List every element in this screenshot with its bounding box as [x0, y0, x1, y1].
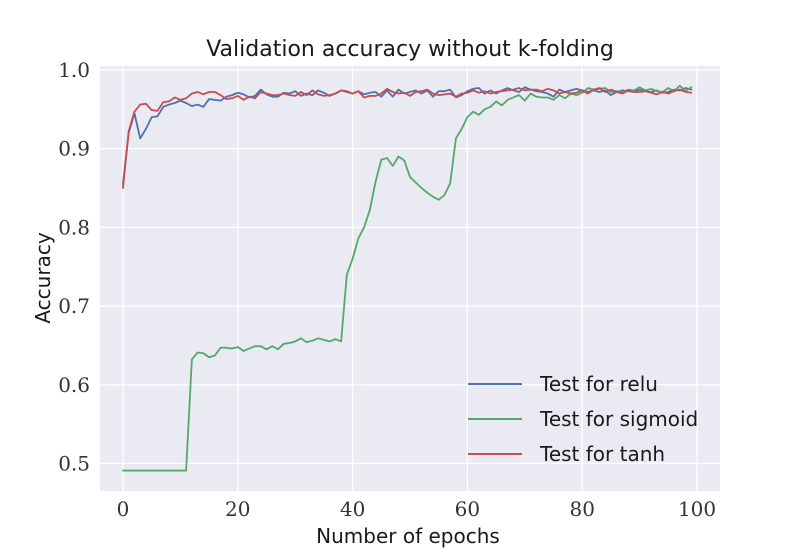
- series-line-test-for-relu: [122, 86, 693, 185]
- y-tick-label: 0.7: [58, 294, 90, 318]
- y-tick-label: 0.6: [58, 373, 90, 397]
- x-axis-ticks: 0 20 40 60 80 100: [117, 497, 717, 521]
- y-axis-ticks: 0.5 0.6 0.7 0.8 0.9 1.0: [58, 58, 90, 476]
- x-tick-label: 100: [678, 497, 716, 521]
- y-tick-label: 0.9: [58, 137, 90, 161]
- x-tick-label: 60: [455, 497, 480, 521]
- plot-area: [100, 66, 720, 491]
- x-axis-label: Number of epochs: [316, 524, 500, 548]
- series-lines: [122, 84, 693, 472]
- legend-label: Test for sigmoid: [539, 407, 698, 431]
- x-tick-label: 20: [225, 497, 250, 521]
- y-axis-label: Accuracy: [31, 232, 55, 323]
- x-tick-label: 0: [117, 497, 130, 521]
- legend-label: Test for relu: [539, 372, 658, 396]
- chart-title: Validation accuracy without k-folding: [206, 37, 614, 62]
- x-tick-label: 40: [340, 497, 365, 521]
- y-tick-label: 0.8: [58, 215, 90, 239]
- x-tick-label: 80: [569, 497, 594, 521]
- legend: Test for relu Test for sigmoid Test for ta…: [468, 372, 698, 466]
- y-tick-label: 0.5: [58, 451, 90, 475]
- grid: [100, 66, 720, 491]
- series-line-test-for-tanh: [122, 87, 693, 189]
- legend-label: Test for tanh: [539, 442, 665, 466]
- y-tick-label: 1.0: [58, 58, 90, 82]
